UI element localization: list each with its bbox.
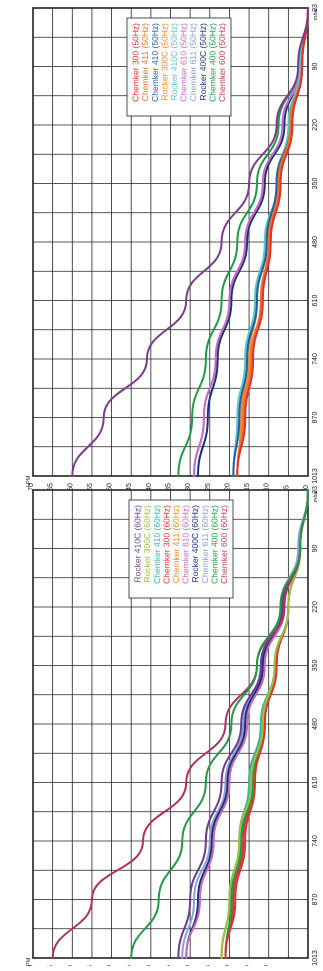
- y-tick-label: 10: [264, 483, 271, 491]
- legend-entry: Rocker 300C (60Hz): [142, 505, 152, 583]
- x-unit-label: mbar: [313, 489, 319, 503]
- y-tick-label: 30: [185, 483, 192, 491]
- x-tick-label: 610: [312, 295, 319, 307]
- legend-entry: Chemker 400 (60Hz): [209, 505, 219, 584]
- x-tick-label: 350: [312, 660, 319, 672]
- chart-panel-1: 0 5 10 15 20 25 30 35 40 45 50 55 60 65 70 1013 870 740 61…: [26, 4, 319, 491]
- legend-entry: Chemker 610 (50Hz): [179, 23, 189, 102]
- y-axis-label: LPM: [26, 957, 32, 966]
- series-line-2: [181, 489, 309, 959]
- legend-entry: Chemker 300 (50Hz): [131, 23, 141, 102]
- legend-entry: Chemker 600 (50Hz): [217, 23, 227, 102]
- y-tick-label: 35: [166, 483, 173, 491]
- y-tick-label: 45: [126, 483, 133, 491]
- legend-entry: Rocker 410C (60Hz): [133, 505, 143, 583]
- x-tick-label: 23: [312, 486, 319, 494]
- y-tick-label: 15: [244, 483, 251, 491]
- legend-entry: Rocker 300C (50Hz): [159, 23, 169, 101]
- legend-entry: Chemker 610 (60Hz): [181, 505, 191, 584]
- x-tick-label: 220: [312, 119, 319, 131]
- legend-entry: Chemker 411 (50Hz): [140, 23, 150, 101]
- y-tick-label: 60: [67, 483, 74, 491]
- legend-box: [128, 499, 234, 599]
- legend-entry: Rocker 400C (60Hz): [190, 505, 200, 583]
- x-tick-label: 870: [312, 894, 319, 906]
- y-tick-label: 5: [283, 485, 290, 489]
- x-tick-label: 1013: [312, 950, 319, 966]
- x-tick-label: 23: [312, 4, 319, 12]
- y-tick-label: 0: [303, 485, 310, 489]
- series-line-10: [71, 7, 309, 477]
- x-tick-label: 480: [312, 718, 319, 730]
- x-tick-label: 870: [312, 412, 319, 424]
- chart-panel-0: 0 5 10 15 20 25 30 35 40 45 50 55 60 65 70 1013 870 740 61…: [26, 486, 319, 971]
- series-line-11: [130, 489, 309, 959]
- legend-entry: Chemker 410 (60Hz): [152, 505, 162, 584]
- y-tick-label: 20: [224, 483, 231, 491]
- legend-entry: Rocker 400C (50Hz): [198, 23, 208, 101]
- legend-entry: Chemker 411 (60Hz): [171, 505, 181, 583]
- y-tick-label: 50: [107, 483, 114, 491]
- series-line-10: [51, 489, 309, 959]
- legend-entry: Rocker 410C (50Hz): [169, 23, 179, 101]
- legend-entry: Chemker 600 (60Hz): [219, 505, 229, 584]
- legend-entry: Chemker 410 (50Hz): [150, 23, 160, 102]
- legend: Chemker 600 (60Hz)Chemker 400 (60Hz)Chem…: [128, 499, 234, 599]
- legend-box: [126, 17, 232, 117]
- x-tick-label: 740: [312, 353, 319, 365]
- series-line-9: [236, 7, 309, 477]
- y-tick-label: 55: [87, 483, 94, 491]
- y-tick-label: 25: [205, 483, 212, 491]
- legend-entry: Chemker 611 (60Hz): [200, 505, 210, 583]
- x-tick-label: 610: [312, 777, 319, 789]
- y-axis-label: LPM: [26, 475, 32, 487]
- legend-entry: Chemker 300 (60Hz): [161, 505, 171, 584]
- legend-entry: Chemker 400 (50Hz): [207, 23, 217, 102]
- y-tick-label: 70: [28, 483, 35, 491]
- legend-entry: Chemker 611 (50Hz): [188, 23, 198, 101]
- x-tick-label: 740: [312, 835, 319, 847]
- x-tick-label: 1013: [312, 468, 319, 484]
- x-tick-label: 90: [312, 545, 319, 553]
- x-tick-label: 480: [312, 236, 319, 248]
- series-line-5: [232, 7, 309, 477]
- legend: Chemker 600 (50Hz)Chemker 400 (50Hz)Rock…: [126, 17, 232, 117]
- x-tick-label: 90: [312, 63, 319, 71]
- x-tick-label: 350: [312, 178, 319, 190]
- y-tick-label: 65: [48, 483, 55, 491]
- series-line-4: [193, 7, 309, 477]
- x-tick-label: 220: [312, 601, 319, 613]
- x-unit-label: mbar: [313, 7, 319, 21]
- y-tick-label: 40: [146, 483, 153, 491]
